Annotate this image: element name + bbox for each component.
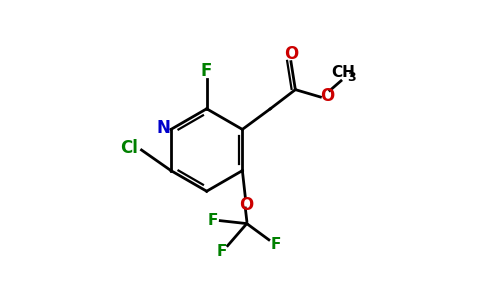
Text: O: O [239, 196, 253, 214]
Text: F: F [216, 244, 227, 259]
Text: O: O [320, 86, 334, 104]
Text: F: F [270, 237, 281, 252]
Text: CH: CH [332, 65, 355, 80]
Text: F: F [207, 213, 217, 228]
Text: F: F [201, 62, 212, 80]
Text: Cl: Cl [120, 139, 138, 157]
Text: 3: 3 [347, 71, 356, 84]
Text: O: O [284, 45, 298, 63]
Text: N: N [157, 119, 170, 137]
